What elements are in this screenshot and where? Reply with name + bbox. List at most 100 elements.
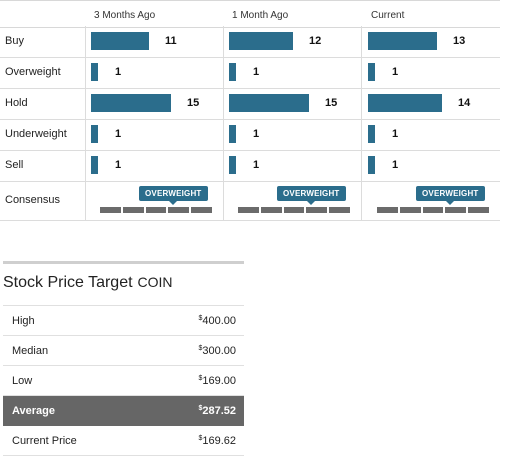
rating-bar (91, 125, 98, 143)
rating-count: 14 (458, 97, 471, 109)
price-target-title: Stock Price Target COIN (3, 274, 244, 294)
column-divider (85, 88, 86, 119)
price-target-row-median: Median $300.00 (3, 336, 244, 366)
rating-bar (368, 63, 375, 81)
consensus-label: Consensus (5, 194, 61, 206)
consensus-scale (100, 207, 212, 213)
price-target-value: $169.00 (198, 375, 236, 387)
rating-bar (368, 32, 437, 50)
column-divider (223, 57, 224, 88)
rating-bar (229, 125, 236, 143)
price-amount: 169.00 (202, 375, 236, 387)
scale-segment (238, 207, 259, 213)
price-target-value: $287.52 (198, 405, 236, 417)
consensus-badge: OVERWEIGHT (416, 186, 485, 205)
rating-row-overweight: Overweight 1 1 1 (0, 57, 500, 89)
column-divider (223, 181, 224, 220)
price-target-table: High $400.00 Median $300.00 Low $169.00 Averag… (3, 305, 244, 456)
rating-count: 1 (253, 66, 260, 78)
rating-count: 1 (392, 66, 399, 78)
column-header-current: Current (371, 10, 405, 21)
rating-count: 1 (253, 128, 260, 140)
column-header-1-month-ago: 1 Month Ago (232, 10, 289, 21)
rating-count: 12 (309, 35, 322, 47)
ticker-symbol: COIN (137, 274, 173, 290)
consensus-scale (238, 207, 350, 213)
scale-segment (399, 207, 421, 213)
column-header-3-months-ago: 3 Months Ago (94, 10, 156, 21)
price-target-label: High (12, 315, 35, 327)
column-divider (361, 26, 362, 57)
column-divider (85, 181, 86, 220)
price-target-label: Average (12, 405, 56, 417)
rating-bar (368, 125, 375, 143)
scale-segment (468, 207, 489, 213)
scale-segment (122, 207, 144, 213)
scale-segment (422, 207, 444, 213)
rating-row-underweight: Underweight 1 1 1 (0, 119, 500, 151)
column-divider (85, 57, 86, 88)
scale-segment (191, 207, 212, 213)
rating-bar (91, 32, 149, 50)
scale-segment (145, 207, 167, 213)
rating-label: Hold (5, 97, 28, 109)
column-divider (85, 119, 86, 150)
column-divider (223, 150, 224, 181)
rating-count: 1 (392, 128, 399, 140)
scale-segment (168, 207, 190, 213)
price-target-label: Low (12, 375, 33, 387)
price-target-value: $169.62 (198, 435, 236, 447)
rating-label: Sell (5, 159, 24, 171)
consensus-scale (377, 207, 489, 213)
column-divider (361, 181, 362, 220)
column-divider (223, 119, 224, 150)
rating-count: 15 (325, 97, 338, 109)
consensus-badge: OVERWEIGHT (277, 186, 346, 205)
rating-bar (91, 63, 98, 81)
rating-bar (229, 94, 309, 112)
column-divider (361, 57, 362, 88)
price-amount: 169.62 (202, 435, 236, 447)
rating-count: 1 (392, 159, 399, 171)
rating-row-consensus: Consensus OVERWEIGHT OVERWEIGHT OVERWEIGHT (0, 181, 500, 221)
scale-segment (260, 207, 282, 213)
price-target-row-average: Average $287.52 (3, 396, 244, 426)
price-target-heading: Stock Price Target (3, 274, 133, 291)
column-divider (223, 88, 224, 119)
rating-bar (368, 156, 375, 174)
rating-label: Buy (5, 35, 24, 47)
price-target-value: $300.00 (198, 345, 236, 357)
rating-bar (91, 94, 171, 112)
price-target-label: Current Price (12, 435, 77, 447)
rating-bar (229, 63, 236, 81)
ratings-header-row: 3 Months Ago 1 Month Ago Current (0, 0, 500, 28)
scale-segment (377, 207, 398, 213)
column-divider (85, 26, 86, 57)
rating-bar (229, 156, 236, 174)
scale-segment (329, 207, 350, 213)
price-amount: 287.52 (202, 405, 236, 417)
scale-segment (100, 207, 121, 213)
rating-row-sell: Sell 1 1 1 (0, 150, 500, 182)
rating-label: Overweight (5, 66, 61, 78)
rating-count: 1 (115, 159, 122, 171)
currency-symbol: $ (198, 435, 203, 442)
currency-symbol: $ (198, 405, 203, 412)
rating-count: 15 (187, 97, 200, 109)
rating-row-buy: Buy 11 12 13 (0, 26, 500, 58)
panel-top-rule (3, 261, 244, 264)
rating-count: 1 (253, 159, 260, 171)
rating-count: 1 (115, 128, 122, 140)
rating-bar (229, 32, 293, 50)
rating-row-hold: Hold 15 15 14 (0, 88, 500, 120)
currency-symbol: $ (198, 315, 203, 322)
currency-symbol: $ (198, 345, 203, 352)
rating-count: 1 (115, 66, 122, 78)
column-divider (361, 119, 362, 150)
column-divider (361, 150, 362, 181)
rating-label: Underweight (5, 128, 67, 140)
currency-symbol: $ (198, 375, 203, 382)
column-divider (223, 26, 224, 57)
price-amount: 400.00 (202, 315, 236, 327)
column-divider (361, 88, 362, 119)
